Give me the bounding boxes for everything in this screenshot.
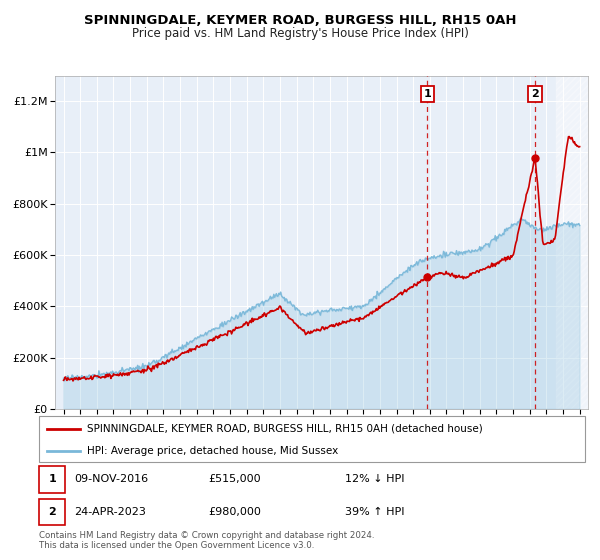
Text: 39% ↑ HPI: 39% ↑ HPI [345, 507, 404, 517]
Text: 1: 1 [424, 89, 431, 99]
Bar [39, 498, 65, 525]
Text: Contains HM Land Registry data © Crown copyright and database right 2024.
This d: Contains HM Land Registry data © Crown c… [39, 531, 374, 550]
Text: £515,000: £515,000 [208, 474, 261, 484]
Text: SPINNINGDALE, KEYMER ROAD, BURGESS HILL, RH15 0AH (detached house): SPINNINGDALE, KEYMER ROAD, BURGESS HILL,… [87, 424, 483, 434]
Text: 2: 2 [531, 89, 539, 99]
Text: Price paid vs. HM Land Registry's House Price Index (HPI): Price paid vs. HM Land Registry's House … [131, 27, 469, 40]
Text: 24-APR-2023: 24-APR-2023 [74, 507, 146, 517]
Text: 2: 2 [48, 507, 56, 517]
Text: 12% ↓ HPI: 12% ↓ HPI [345, 474, 404, 484]
Text: £980,000: £980,000 [208, 507, 261, 517]
Bar [556, 76, 588, 409]
Text: 1: 1 [48, 474, 56, 484]
Text: HPI: Average price, detached house, Mid Sussex: HPI: Average price, detached house, Mid … [87, 446, 338, 455]
Text: SPINNINGDALE, KEYMER ROAD, BURGESS HILL, RH15 0AH: SPINNINGDALE, KEYMER ROAD, BURGESS HILL,… [84, 14, 516, 27]
Text: 09-NOV-2016: 09-NOV-2016 [74, 474, 149, 484]
Bar [39, 466, 65, 493]
